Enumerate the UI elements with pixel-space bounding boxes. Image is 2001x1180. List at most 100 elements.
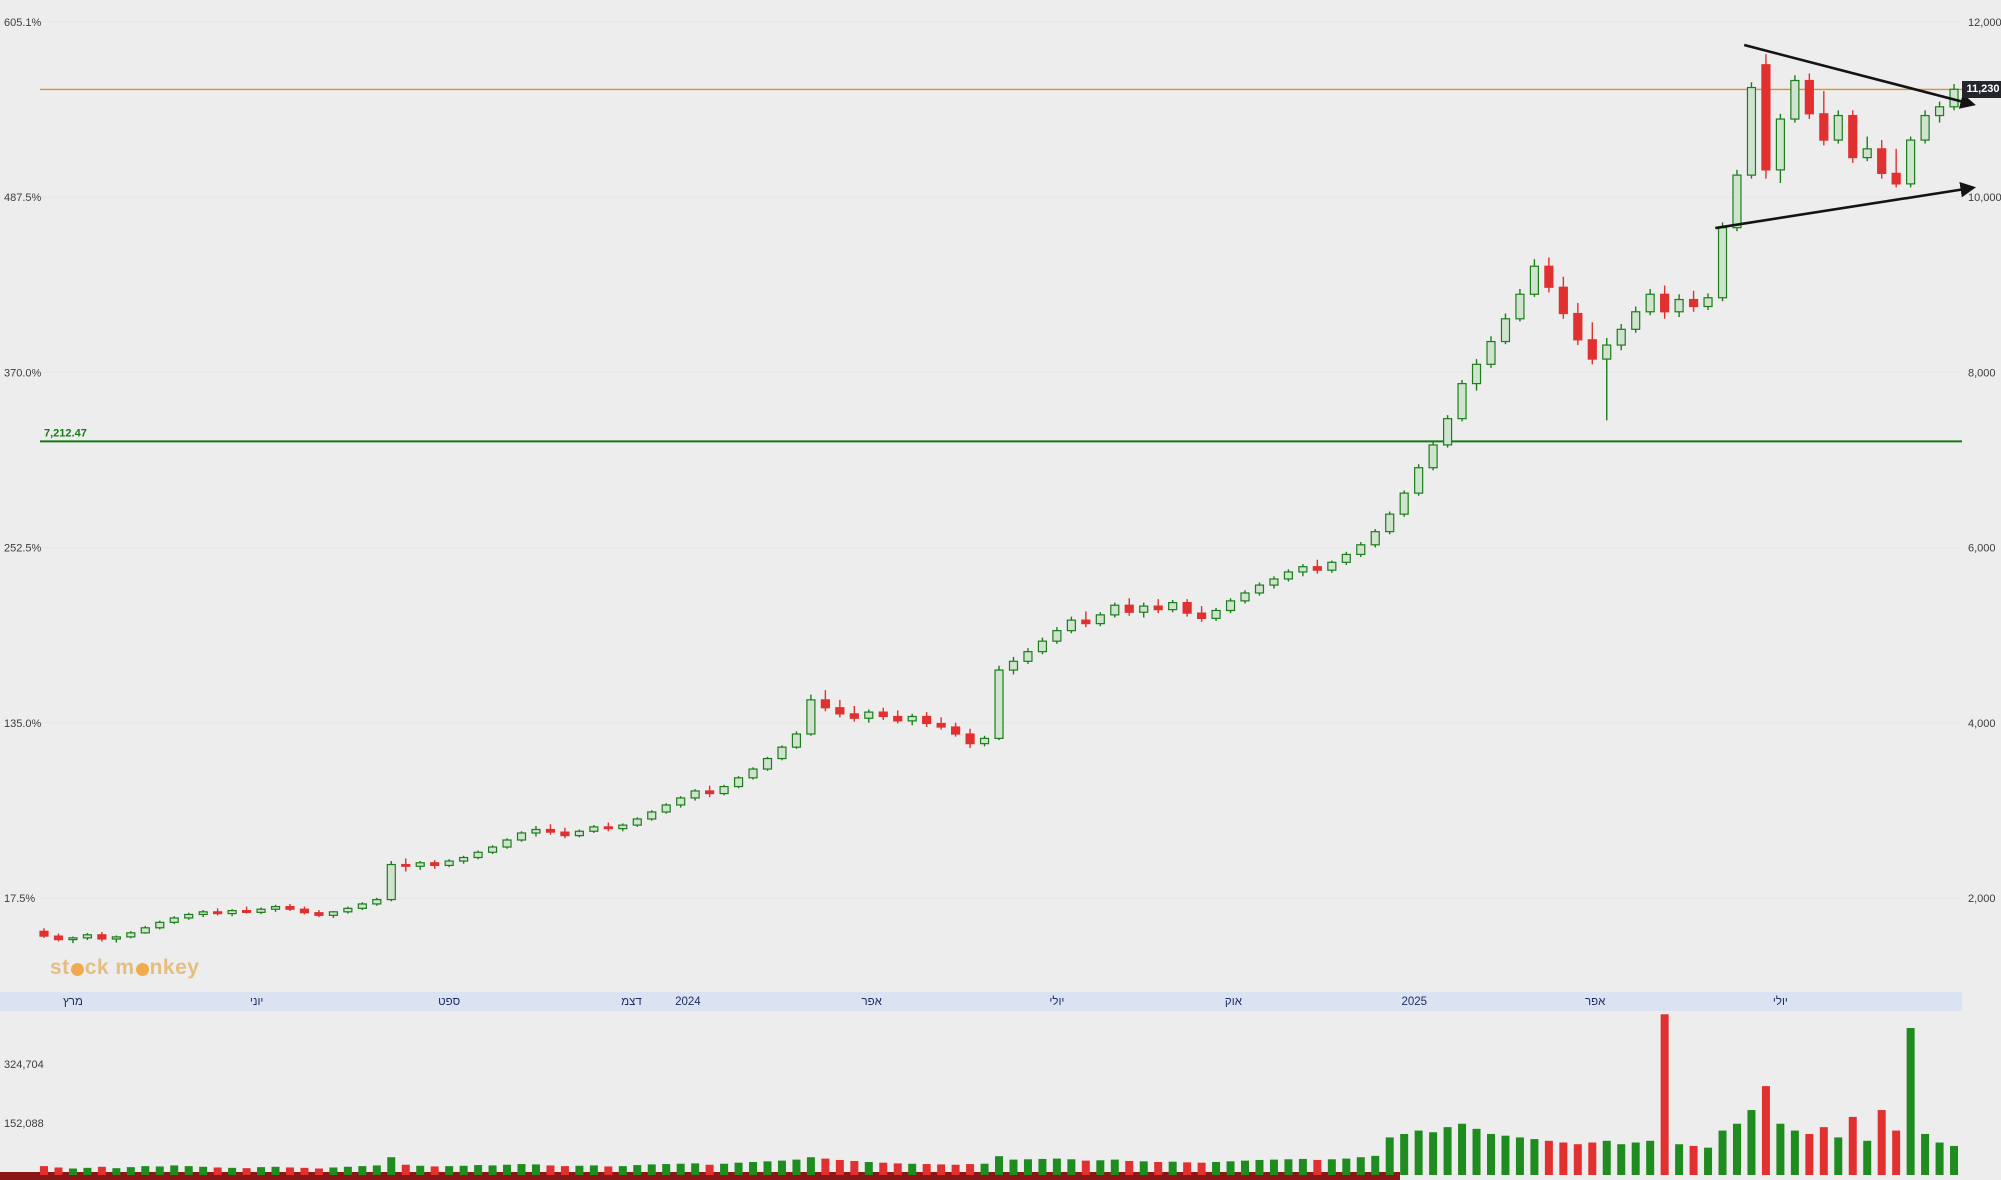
date-tick-label: 2024 xyxy=(675,996,701,1008)
candle-body xyxy=(719,785,729,795)
watermark-text: ck m xyxy=(84,956,135,979)
candle-body xyxy=(1877,148,1887,174)
candle-body xyxy=(589,826,599,832)
candle-body xyxy=(1587,339,1597,360)
volume-bar xyxy=(749,1162,758,1175)
volume-bar xyxy=(922,1164,931,1175)
volume-bar xyxy=(372,1165,381,1175)
candle-body xyxy=(1862,148,1872,159)
candle-body xyxy=(1225,600,1236,612)
date-tick-label: דצמ xyxy=(621,996,642,1008)
trendlines-layer xyxy=(1715,43,1977,230)
volume-bar xyxy=(1183,1162,1192,1175)
candle-body xyxy=(241,910,252,913)
candle-body xyxy=(791,733,802,748)
volume-bar xyxy=(618,1166,627,1175)
candle-body xyxy=(1110,604,1120,616)
volume-bar xyxy=(1631,1142,1640,1175)
candle-body xyxy=(1703,297,1713,308)
candle-body xyxy=(907,715,917,722)
volume-bar xyxy=(1776,1123,1785,1175)
percent-tick-label: 370.0% xyxy=(4,367,42,379)
price-tick-label: 12,000 xyxy=(1968,17,2001,29)
date-tick-label: יולי xyxy=(1049,995,1064,1008)
candle-body xyxy=(733,777,744,788)
candle-body xyxy=(1515,293,1525,320)
volume-bar xyxy=(1255,1159,1264,1175)
volume-bar xyxy=(604,1166,613,1175)
volume-bar xyxy=(1313,1159,1322,1175)
candle-body xyxy=(430,862,440,867)
volume-bar xyxy=(633,1165,642,1175)
volume-bar xyxy=(1530,1139,1539,1175)
candle-body xyxy=(1095,614,1105,625)
candle-body xyxy=(545,828,556,833)
price-tick-label: 4,000 xyxy=(1968,718,1996,730)
candle-body xyxy=(444,860,454,867)
volume-bar xyxy=(1689,1145,1698,1175)
candle-body xyxy=(1804,79,1814,115)
volume-bar xyxy=(1096,1160,1105,1175)
candle-body xyxy=(661,804,671,813)
volume-bar xyxy=(474,1165,483,1175)
volume-bar xyxy=(589,1165,598,1175)
volume-bar xyxy=(1284,1159,1293,1175)
volume-bar xyxy=(647,1164,656,1175)
volume-bar xyxy=(1356,1157,1365,1175)
candle-body xyxy=(1341,553,1351,563)
volume-bar xyxy=(1877,1110,1886,1175)
volume-bar xyxy=(908,1163,917,1175)
volume-bar xyxy=(1385,1137,1394,1175)
volume-bar xyxy=(1819,1127,1828,1175)
volume-tick-label: 324,704 xyxy=(4,1059,44,1071)
candle-body xyxy=(1761,64,1771,171)
volume-bar xyxy=(531,1164,540,1175)
volume-bar xyxy=(966,1164,975,1175)
volume-bar xyxy=(705,1164,714,1175)
percent-tick-label: 252.5% xyxy=(4,543,42,555)
volume-bar xyxy=(1241,1160,1250,1175)
candle-body xyxy=(1153,605,1163,611)
candle-body xyxy=(1920,114,1930,141)
candle-body xyxy=(1008,660,1019,671)
volume-bar xyxy=(995,1156,1004,1175)
candle-body xyxy=(1196,612,1207,619)
volume-bar xyxy=(1761,1086,1770,1175)
candle-body xyxy=(97,934,107,940)
candle-body xyxy=(516,832,527,841)
volume-bar xyxy=(1906,1027,1915,1175)
volume-bar xyxy=(1675,1144,1684,1175)
volume-bar xyxy=(1704,1147,1713,1175)
volume-bar xyxy=(835,1159,844,1175)
candle-body xyxy=(299,908,310,914)
candle-body xyxy=(979,737,990,745)
candle-body xyxy=(994,669,1004,739)
candle-body xyxy=(1298,566,1308,573)
candle-body xyxy=(1254,584,1265,594)
candle-body xyxy=(835,707,845,715)
candle-body xyxy=(762,757,773,770)
candle-body xyxy=(1602,344,1612,360)
volume-bar xyxy=(343,1166,352,1175)
volume-bar xyxy=(1732,1123,1741,1175)
candle-body xyxy=(1081,619,1091,625)
candle-body xyxy=(1833,114,1843,141)
volume-bar xyxy=(329,1167,338,1175)
candle-body xyxy=(1746,86,1757,176)
volume-bar xyxy=(1921,1133,1930,1175)
candle-body xyxy=(1848,114,1858,159)
candle-body xyxy=(806,699,816,735)
volume-tick-label: 152,088 xyxy=(4,1118,44,1130)
candle-body xyxy=(849,713,859,719)
volume-bar xyxy=(1212,1162,1221,1175)
candle-body xyxy=(1790,79,1800,120)
volume-bar xyxy=(1863,1140,1872,1175)
candle-body xyxy=(343,907,353,913)
volume-bar xyxy=(575,1165,584,1175)
volume-bar xyxy=(850,1160,859,1175)
date-tick-label: אפר xyxy=(1585,996,1606,1008)
volume-bar xyxy=(1892,1130,1901,1175)
volume-bar xyxy=(1023,1159,1032,1175)
